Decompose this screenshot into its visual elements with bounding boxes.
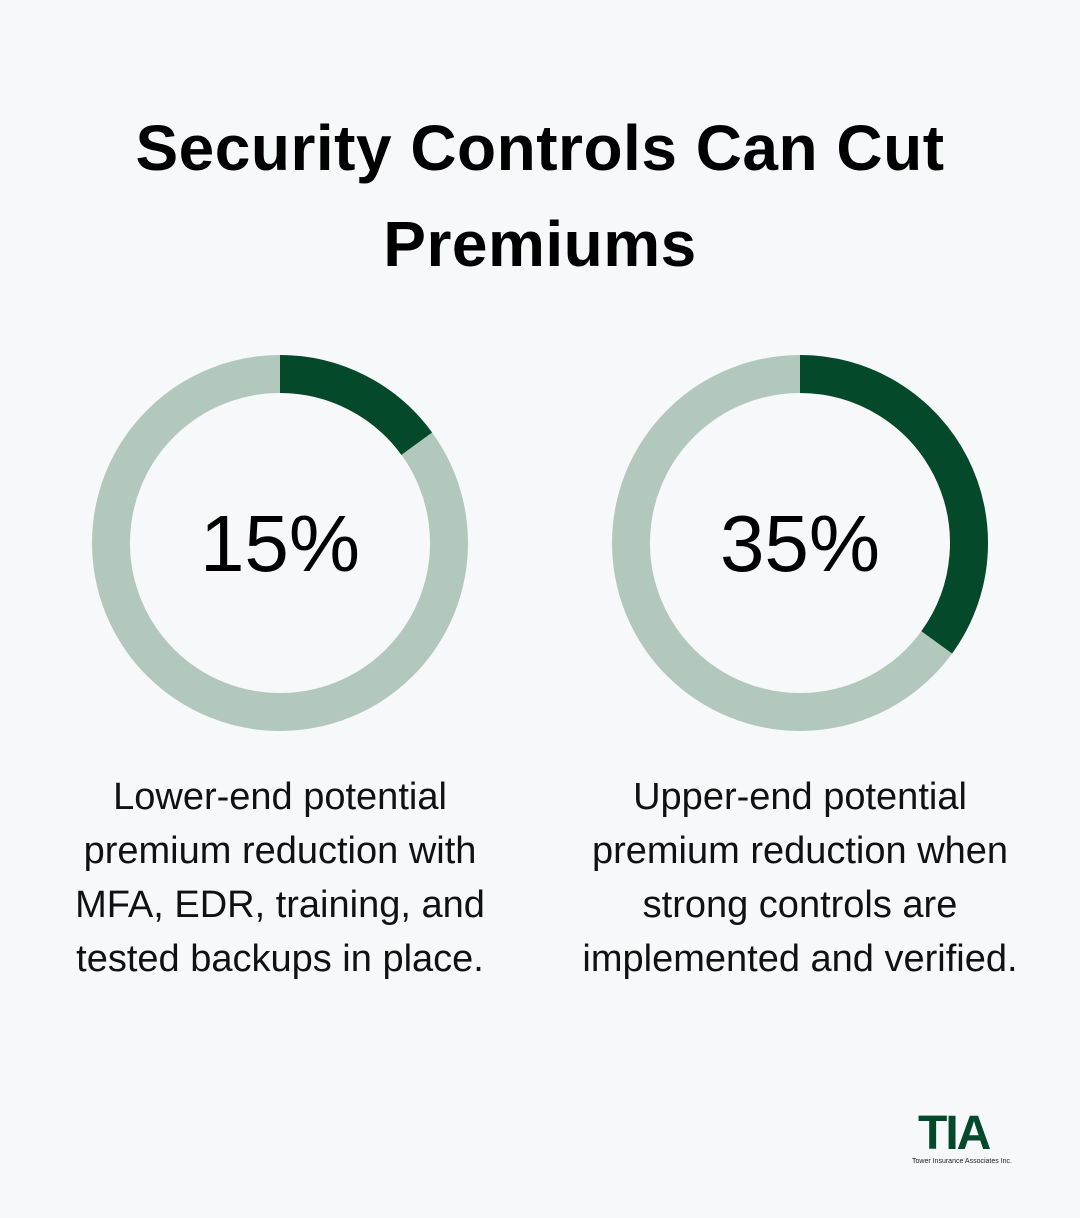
caption: Lower-end potential premium reduction wi…	[75, 776, 485, 980]
donut-segment	[279, 355, 433, 456]
title: Security Controls Can Cut Premiums	[135, 112, 945, 280]
logo: TIA	[918, 1107, 991, 1160]
caption: Upper-end potential premium reduction wh…	[582, 776, 1018, 980]
value-label: 15%	[200, 499, 360, 588]
charts: 15% 35%	[92, 355, 988, 731]
logo-tagline: Tower Insurance Associates Inc.	[912, 1158, 1012, 1165]
value-label: 35%	[720, 499, 880, 588]
donut-segment	[799, 355, 988, 654]
